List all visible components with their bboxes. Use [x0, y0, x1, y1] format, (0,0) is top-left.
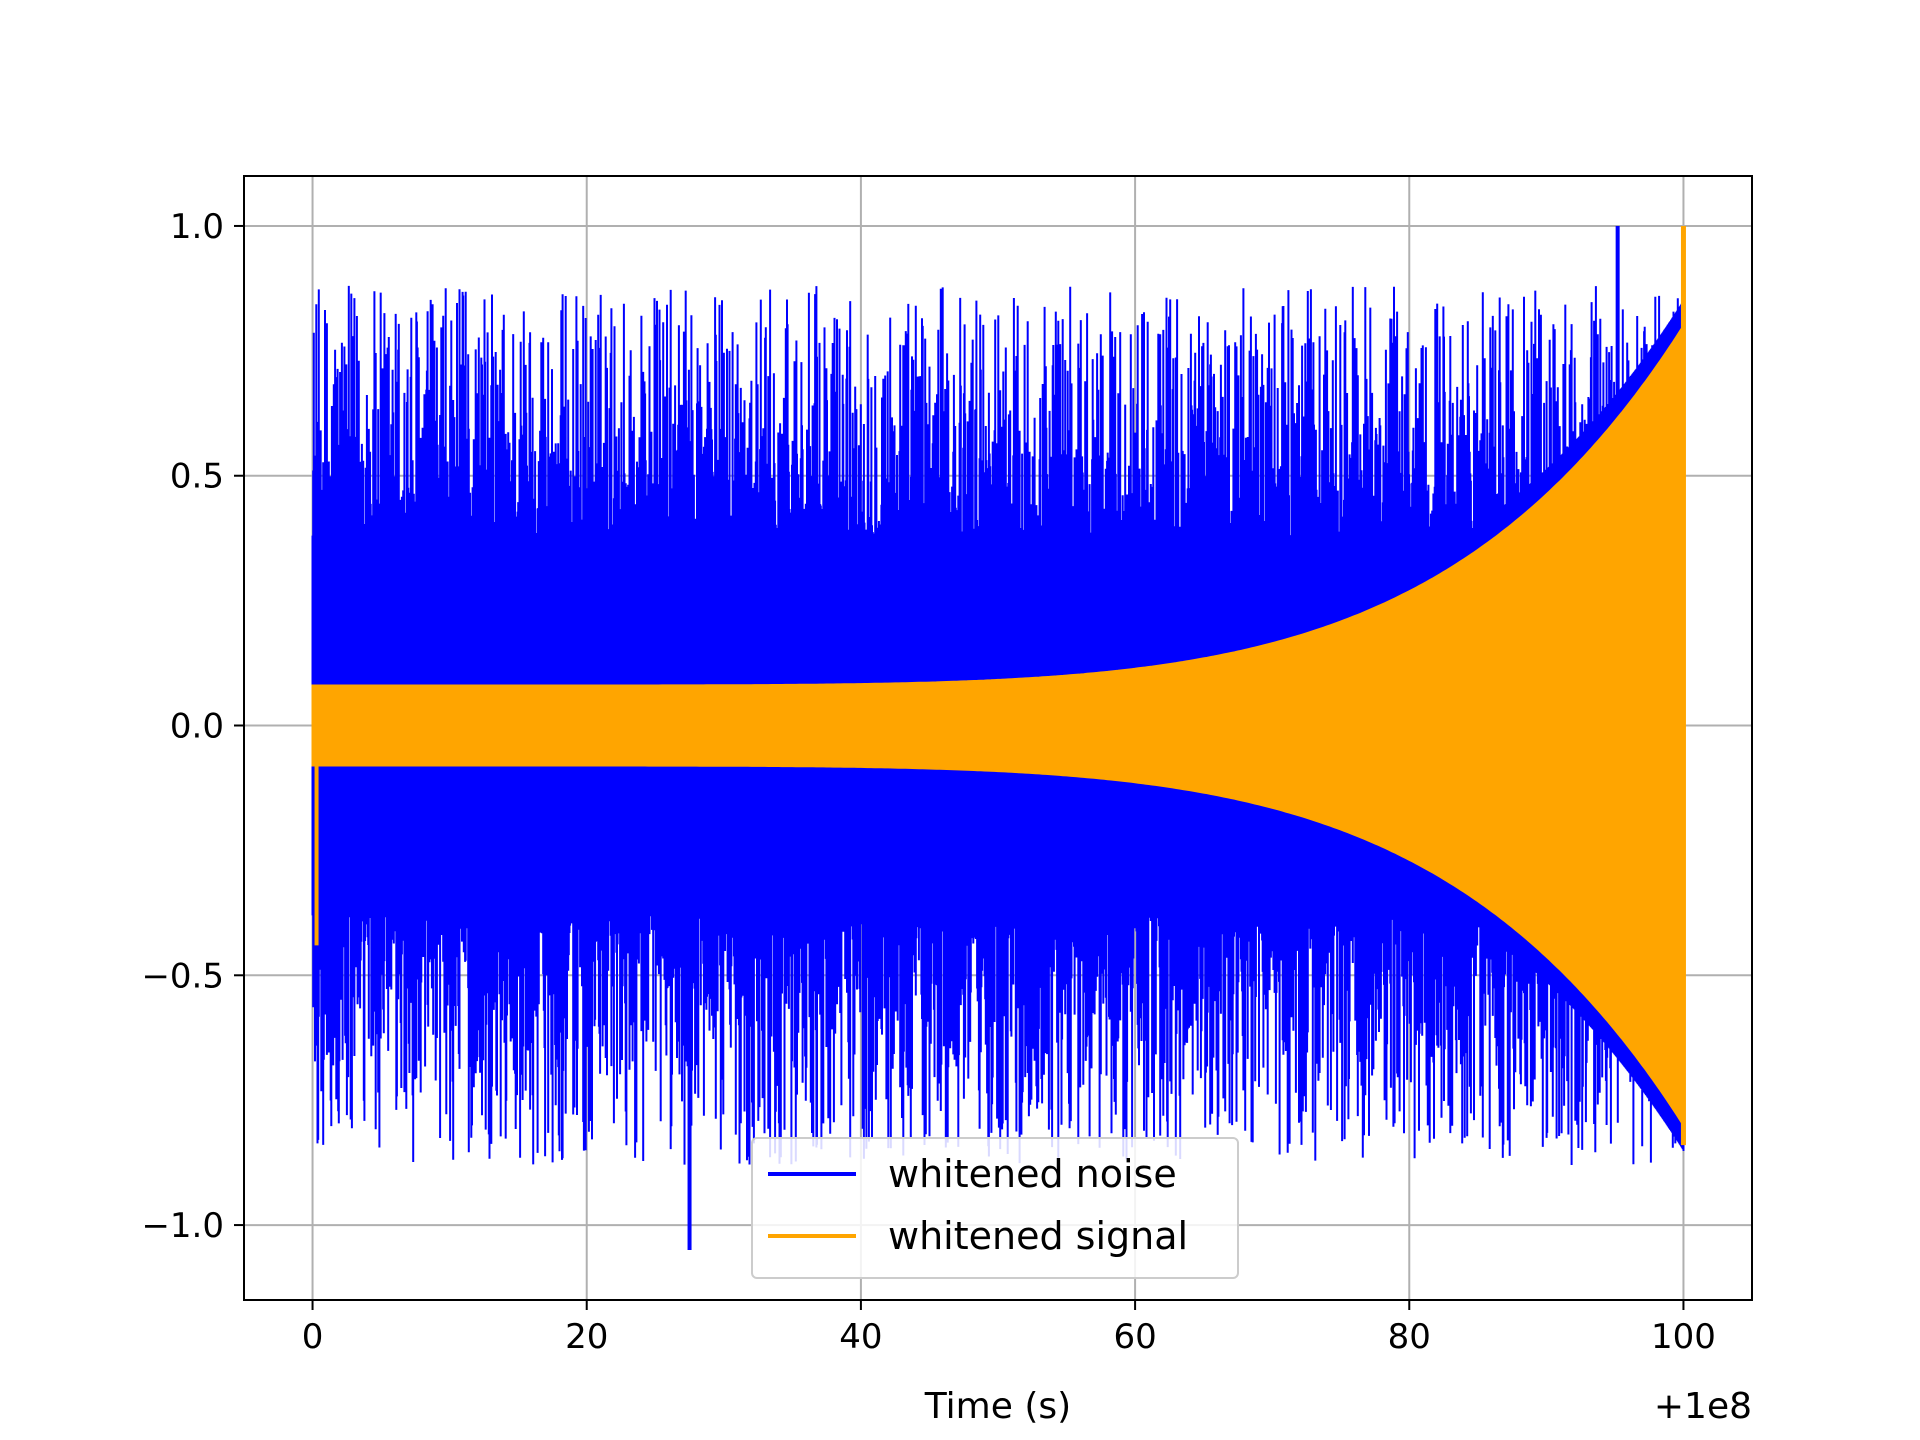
legend-box — [751, 1137, 1239, 1279]
plot-frame — [243, 175, 1753, 1301]
series-whitened-signal — [311, 225, 1686, 1146]
legend-entry-whitened-signal: whitened signal — [888, 1214, 1188, 1258]
legend: whitened noise whitened signal — [751, 1137, 1239, 1279]
y-tick-label: 1.0 — [170, 207, 224, 247]
y-tick-label: 0.0 — [170, 707, 224, 747]
x-axis-offset-label: +1e8 — [1654, 1386, 1752, 1427]
x-axis-label: Time (s) — [924, 1386, 1071, 1427]
y-tick-label: −1.0 — [141, 1206, 224, 1246]
x-tick-label: 60 — [1113, 1317, 1156, 1357]
x-tick-label: 20 — [565, 1317, 608, 1357]
y-tick-label: −0.5 — [141, 956, 224, 996]
legend-entry-whitened-noise: whitened noise — [888, 1152, 1177, 1196]
x-axis: 0 20 40 60 80 100 — [302, 1300, 1716, 1357]
y-tick-label: 0.5 — [170, 457, 224, 497]
x-tick-label: 80 — [1388, 1317, 1431, 1357]
y-axis: −1.0 −0.5 0.0 0.5 1.0 — [141, 207, 244, 1246]
x-tick-label: 100 — [1651, 1317, 1716, 1357]
x-tick-label: 40 — [839, 1317, 882, 1357]
x-tick-label: 0 — [302, 1317, 324, 1357]
